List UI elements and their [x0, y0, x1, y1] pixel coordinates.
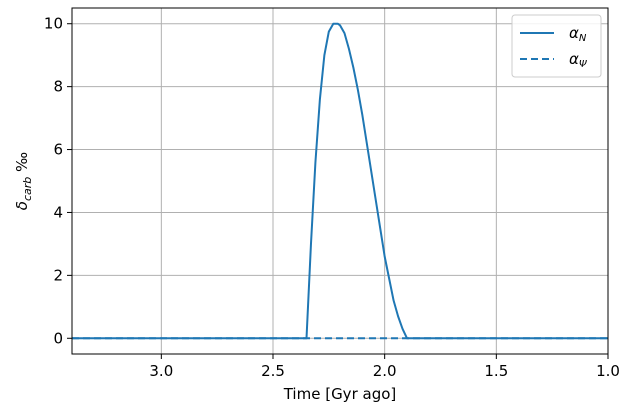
y-tick-label: 10 [44, 15, 63, 33]
x-axis-label: Time [Gyr ago] [283, 385, 397, 403]
y-axis-label: δcarb ‰ [13, 152, 34, 210]
x-tick-label: 2.5 [261, 362, 285, 380]
plot-frame [71, 7, 609, 355]
legend: αN αΨ [511, 14, 602, 78]
x-tick-label: 1.0 [596, 362, 620, 380]
y-tick-label: 6 [53, 141, 63, 159]
y-tick-label: 4 [53, 203, 63, 221]
y-tick-label: 0 [53, 329, 63, 347]
series-line-alpha-n [72, 22, 608, 340]
legend-label-alpha-n: αN [569, 24, 587, 44]
legend-label-alpha-psi: αΨ [569, 50, 588, 70]
x-tick-label: 2.0 [373, 362, 397, 380]
y-tick-label: 8 [53, 78, 63, 96]
ticks: 3.0 2.5 2.0 1.5 1.0 0 2 4 6 8 10 [44, 15, 620, 380]
x-tick-label: 3.0 [149, 362, 173, 380]
legend-box [511, 14, 602, 78]
y-tick-label: 2 [53, 266, 63, 284]
x-tick-label: 1.5 [484, 362, 508, 380]
series-group [72, 22, 608, 340]
